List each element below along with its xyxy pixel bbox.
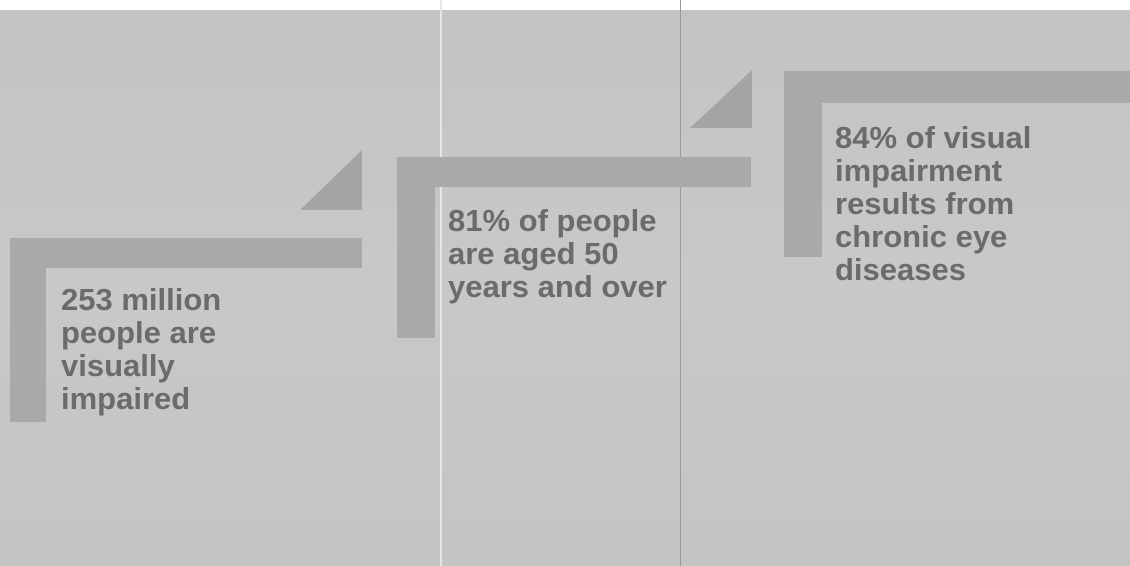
step-1-label: 253 million people are visually impaired: [61, 282, 222, 416]
step-3-vertical-bar: [784, 71, 822, 257]
top-margin: [0, 0, 1130, 10]
step-2-label: 81% of people are aged 50 years and over: [448, 203, 667, 304]
step-3-horizontal-bar: [784, 71, 1130, 103]
step-2-vertical-bar: [397, 157, 435, 338]
step-1-arrow-triangle: [300, 150, 362, 210]
scan-line: [680, 0, 681, 566]
step-1-vertical-bar: [10, 238, 46, 422]
step-1-horizontal-bar: [10, 238, 362, 268]
step-2-horizontal-bar: [397, 157, 751, 187]
step-2-arrow-triangle: [690, 70, 752, 128]
scan-line: [440, 0, 442, 566]
step-3-label: 84% of visual impairment results from ch…: [835, 120, 1032, 287]
